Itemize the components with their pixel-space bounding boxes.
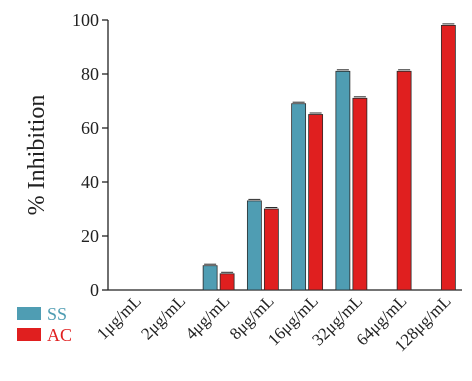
bar-ac-3 xyxy=(263,208,279,291)
bar-ac-5 xyxy=(352,97,368,291)
y-tick-label: 40 xyxy=(81,172,99,192)
bar-ss-5 xyxy=(335,70,351,291)
x-tick-label-2: 4μg/mL xyxy=(182,291,234,343)
legend-label-ac: AC xyxy=(47,325,72,345)
bar-ac-4 xyxy=(308,114,324,291)
y-tick-label: 80 xyxy=(81,64,99,84)
legend-swatch-ss xyxy=(17,307,41,320)
y-axis-label: % Inhibition xyxy=(24,95,50,216)
x-tick-label-0: 1μg/mL xyxy=(93,291,145,343)
chart-labels: 0 20 40 60 80 100 % Inhibition 1μg/mL2μg/mL4μg/… xyxy=(24,10,455,355)
y-tick-label: 100 xyxy=(72,10,99,30)
legend-swatch-ac xyxy=(17,328,41,341)
bar-ac-6 xyxy=(396,70,412,291)
bar-ss-4 xyxy=(291,103,307,291)
y-tick-label: 20 xyxy=(81,226,99,246)
chart-bars xyxy=(202,23,456,291)
bar-ac-7 xyxy=(440,24,456,291)
bar-ss-2 xyxy=(202,265,218,291)
y-tick-label: 60 xyxy=(81,118,99,138)
bar-ss-3 xyxy=(246,200,262,291)
legend-label-ss: SS xyxy=(47,304,67,324)
y-tick-label: 0 xyxy=(90,280,99,300)
x-tick-label-1: 2μg/mL xyxy=(137,291,189,343)
bar-ac-2 xyxy=(219,273,235,291)
